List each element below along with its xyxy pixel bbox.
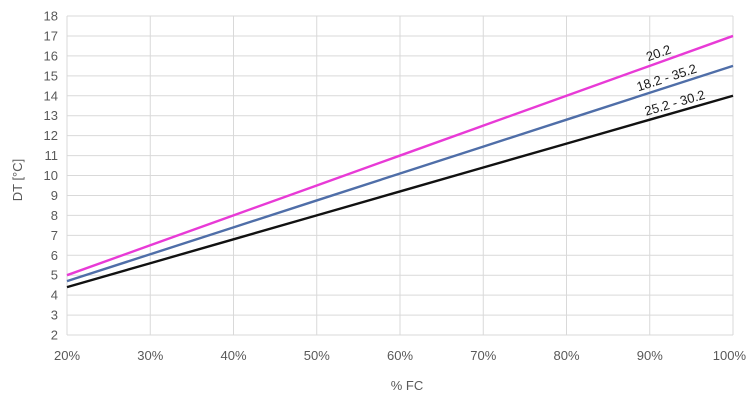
x-tick-label: 40% — [220, 348, 246, 363]
y-tick-label: 6 — [51, 248, 58, 263]
y-tick-label: 17 — [44, 28, 58, 43]
x-axis-ticks: 20% 30% 40% 50% 60% 70% 80% 90% 100% — [54, 348, 746, 363]
y-tick-label: 8 — [51, 208, 58, 223]
x-tick-label: 50% — [304, 348, 330, 363]
y-tick-label: 11 — [45, 148, 59, 163]
y-tick-label: 4 — [51, 288, 58, 303]
series-label: 20.2 — [644, 42, 673, 65]
x-axis-title: % FC — [391, 378, 424, 393]
y-tick-label: 9 — [51, 188, 58, 203]
y-tick-label: 16 — [44, 48, 58, 63]
y-tick-label: 14 — [44, 88, 58, 103]
y-tick-label: 13 — [44, 108, 58, 123]
series-label: 18.2 - 35.2 — [635, 61, 699, 94]
y-tick-label: 10 — [44, 168, 58, 183]
gridlines — [67, 16, 733, 335]
y-tick-label: 2 — [51, 328, 58, 343]
y-tick-label: 18 — [44, 9, 58, 24]
y-tick-label: 3 — [51, 308, 58, 323]
y-tick-label: 7 — [51, 228, 58, 243]
y-tick-label: 5 — [51, 268, 58, 283]
x-tick-label: 30% — [137, 348, 163, 363]
y-tick-label: 12 — [44, 128, 58, 143]
y-axis-ticks: 2 3 4 5 6 7 8 9 10 11 12 13 14 15 16 17 18 — [44, 9, 58, 343]
x-tick-label: 100% — [713, 348, 747, 363]
y-axis-title: DT [°C] — [10, 159, 25, 202]
x-tick-label: 20% — [54, 348, 80, 363]
x-tick-label: 80% — [553, 348, 579, 363]
y-tick-label: 15 — [44, 68, 58, 83]
x-tick-label: 90% — [637, 348, 663, 363]
x-tick-label: 70% — [470, 348, 496, 363]
x-tick-label: 60% — [387, 348, 413, 363]
